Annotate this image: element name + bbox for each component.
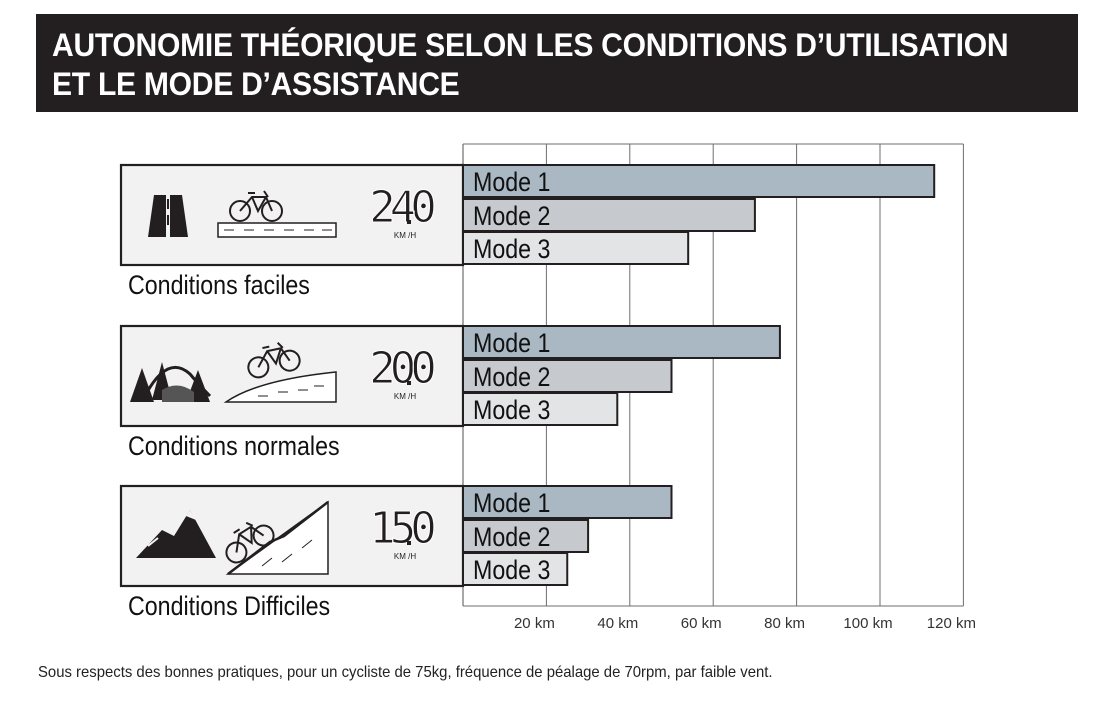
bar-mode-1	[462, 164, 936, 198]
x-tick-label: 20 km	[514, 615, 555, 632]
bar-label: Mode 3	[473, 234, 550, 264]
bar-label: Mode 1	[473, 488, 550, 518]
speed-unit: KM /H	[394, 552, 416, 561]
condition-label: Conditions normales	[128, 431, 340, 461]
speed-decimal-point	[407, 220, 411, 224]
page-title-line-2: ET LE MODE D’ASSISTANCE	[52, 66, 460, 102]
bar-label: Mode 1	[473, 328, 550, 358]
bar-label: Mode 2	[473, 362, 550, 392]
bar-mode-3	[462, 231, 690, 265]
title-banner: AUTONOMIE THÉORIQUE SELON LES CONDITIONS…	[36, 14, 1078, 112]
condition-panel	[119, 324, 465, 428]
bar-mode-3	[462, 552, 569, 586]
page-title-line-1: AUTONOMIE THÉORIQUE SELON LES CONDITIONS…	[52, 27, 1009, 63]
bar-mode-2	[462, 519, 590, 553]
x-tick-label: 120 km	[927, 615, 976, 632]
hills-forest-icon	[130, 362, 212, 402]
speed-unit: KM /H	[394, 231, 416, 240]
footnote: Sous respects des bonnes pratiques, pour…	[38, 664, 773, 681]
bar-mode-1	[462, 325, 781, 359]
bar-label: Mode 2	[473, 201, 550, 231]
speed-readout: 240	[369, 182, 434, 233]
mountain-icon	[136, 510, 216, 558]
bar-mode-2	[462, 198, 756, 232]
speed-unit: KM /H	[394, 392, 416, 401]
speed-decimal-point	[407, 541, 411, 545]
x-tick-label: 100 km	[843, 615, 892, 632]
x-tick-label: 40 km	[597, 615, 638, 632]
bar-label: Mode 3	[473, 555, 550, 585]
bar-label: Mode 2	[473, 522, 550, 552]
bar-mode-1	[462, 485, 673, 519]
condition-panel	[119, 163, 465, 267]
x-tick-label: 80 km	[764, 615, 805, 632]
condition-label: Conditions Difficiles	[128, 591, 330, 621]
speed-readout: 150	[369, 503, 434, 554]
speed-readout: 200	[369, 343, 434, 394]
bar-label: Mode 1	[473, 167, 550, 197]
condition-label: Conditions faciles	[128, 270, 310, 300]
bike-climb-icon	[225, 500, 329, 575]
bike-flat-icon	[217, 190, 337, 238]
bar-label: Mode 3	[473, 395, 550, 425]
bar-mode-3	[462, 392, 619, 426]
road-icon	[148, 195, 188, 237]
bike-slope-icon	[223, 342, 337, 403]
speed-decimal-point	[407, 381, 411, 385]
x-tick-label: 60 km	[681, 615, 722, 632]
